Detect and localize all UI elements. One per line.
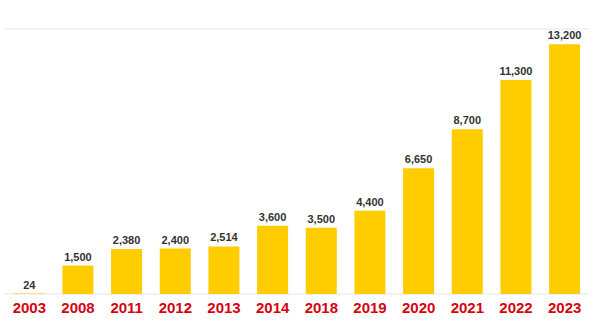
svg-text:2021: 2021	[451, 299, 484, 316]
svg-text:2,380: 2,380	[113, 234, 141, 246]
svg-text:2011: 2011	[110, 299, 143, 316]
svg-text:2018: 2018	[305, 299, 338, 316]
svg-text:4,400: 4,400	[356, 196, 384, 208]
svg-text:2019: 2019	[353, 299, 386, 316]
svg-text:3,600: 3,600	[259, 211, 287, 223]
svg-text:2008: 2008	[61, 299, 94, 316]
svg-text:6,650: 6,650	[405, 153, 433, 165]
svg-text:8,700: 8,700	[453, 114, 481, 126]
svg-text:2022: 2022	[499, 299, 532, 316]
svg-text:3,500: 3,500	[307, 213, 335, 225]
svg-text:2,514: 2,514	[210, 231, 238, 243]
svg-text:2,400: 2,400	[161, 234, 189, 246]
svg-text:13,200: 13,200	[548, 29, 582, 41]
svg-text:2020: 2020	[402, 299, 435, 316]
svg-text:11,300: 11,300	[499, 65, 532, 77]
svg-text:2023: 2023	[548, 299, 581, 316]
svg-text:1,500: 1,500	[64, 251, 92, 263]
svg-text:2014: 2014	[256, 299, 290, 316]
svg-text:2003: 2003	[13, 299, 46, 316]
svg-text:24: 24	[23, 279, 36, 291]
svg-text:2013: 2013	[207, 299, 240, 316]
svg-text:2012: 2012	[159, 299, 192, 316]
